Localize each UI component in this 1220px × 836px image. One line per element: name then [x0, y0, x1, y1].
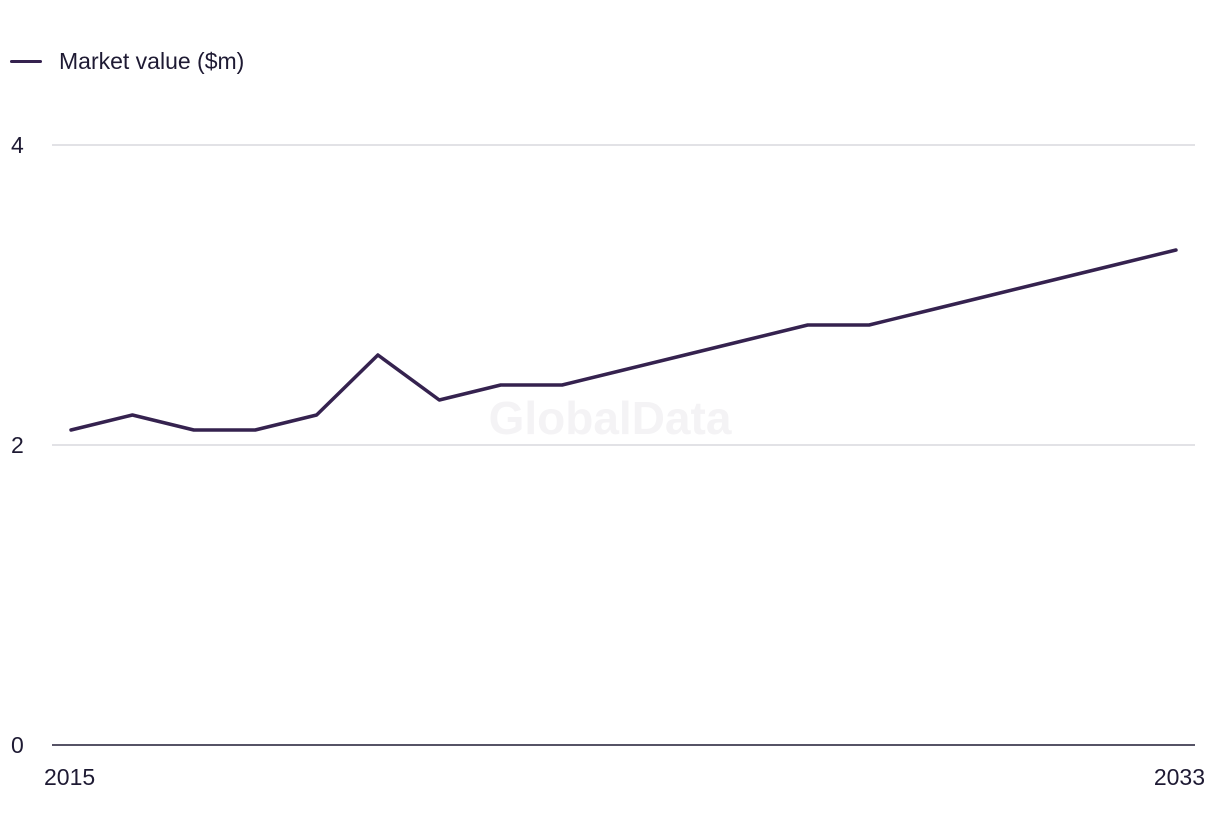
x-tick-label: 2015: [44, 764, 95, 790]
x-tick-label: 2033: [1154, 764, 1205, 790]
legend-label: Market value ($m): [59, 47, 245, 74]
grid-lines: [52, 144, 1195, 446]
series-line: [69, 248, 1178, 432]
y-tick-label: 0: [11, 732, 24, 758]
y-axis-ticks: 0 2 4: [11, 132, 24, 758]
y-tick-label: 2: [11, 432, 24, 458]
watermark-text: GlobalData: [489, 392, 732, 444]
y-tick-label: 4: [11, 132, 24, 158]
legend-swatch: [10, 59, 42, 63]
legend: Market value ($m): [10, 44, 244, 78]
x-axis-ticks: 2015 2033: [44, 764, 1205, 790]
series-layer: [69, 248, 1178, 432]
